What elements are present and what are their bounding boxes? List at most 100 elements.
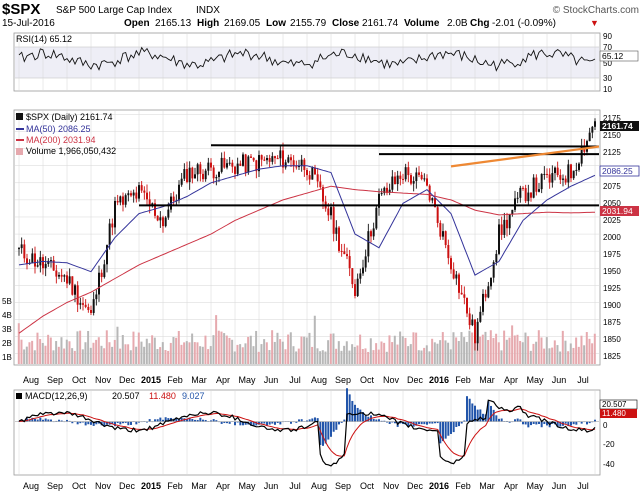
price-tick-2175: 2175: [603, 114, 621, 123]
price-candle-body: [66, 275, 68, 284]
ma50-value-badge-text: 2086.25: [602, 166, 633, 176]
volume-bar: [185, 341, 188, 364]
volume-bar: [281, 341, 284, 364]
price-candle-body: [114, 200, 116, 228]
macd-hist-bar: [530, 421, 532, 426]
macd-hist-bar: [324, 421, 327, 444]
volume-bar: [455, 337, 458, 364]
price-candle-body: [196, 164, 199, 175]
volume-bar: [209, 346, 212, 364]
volume-bar: [31, 340, 34, 364]
macd-hist-bar: [452, 421, 455, 433]
x-axis-label: Apr: [504, 375, 518, 385]
macd-hist-bar: [228, 421, 231, 424]
volume-bar: [489, 330, 492, 364]
price-candle-body: [36, 265, 39, 267]
volume-bar: [572, 347, 575, 364]
price-candle-body: [103, 264, 106, 277]
signal-value-badge-text: 11.480: [602, 409, 626, 418]
price-candle-body: [295, 166, 298, 168]
open-label: Open: [124, 18, 150, 29]
volume-bar: [420, 350, 423, 364]
chg-value: -2.01 (-0.09%): [492, 18, 556, 29]
trendline: [210, 144, 600, 148]
macd-hist-bar: [380, 420, 383, 422]
price-candle-body: [218, 171, 220, 178]
price-candle-body: [386, 187, 388, 193]
volume-bar: [79, 330, 82, 364]
volume-bar: [148, 343, 151, 364]
macd-hist-bar: [215, 420, 218, 422]
price-candle-body: [359, 273, 362, 279]
price-tick-2150: 2150: [603, 131, 621, 140]
exchange: INDX: [196, 5, 220, 16]
price-candle-body: [420, 174, 423, 180]
x-axis-label: Jul: [289, 375, 301, 385]
x-axis-label: Dec: [407, 481, 424, 491]
volume-bar: [484, 331, 487, 364]
price-candle-body: [306, 170, 308, 176]
price-candle-body: [210, 162, 212, 168]
macd-hist-bar: [191, 418, 194, 422]
volume-bar: [199, 346, 202, 364]
volume-bar: [367, 351, 370, 364]
price-candle-body: [372, 228, 375, 237]
price-candle-body: [346, 254, 348, 257]
price-candle-body: [167, 209, 170, 218]
price-candle-body: [546, 173, 548, 175]
volume-bar: [537, 330, 540, 364]
price-candle-body: [332, 207, 335, 234]
macd-hist-bar: [327, 421, 330, 440]
volume-bar: [25, 346, 28, 364]
macd-hist-bar: [148, 419, 151, 422]
x-axis-label: Oct: [360, 375, 375, 385]
macd-hist-bar: [90, 421, 92, 425]
volume-bar: [551, 347, 554, 364]
price-candle-body: [255, 160, 258, 172]
price-candle-body: [484, 293, 487, 298]
price-candle-body: [322, 187, 324, 202]
volume-bar: [247, 336, 250, 364]
macd-hist-bar: [591, 421, 594, 423]
price-tick-1950: 1950: [603, 267, 621, 276]
price-candle-body: [124, 195, 127, 205]
price-value-badge-text: 2161.74: [602, 121, 633, 131]
macd-hist-bar: [495, 415, 498, 422]
price-candle-body: [132, 192, 135, 196]
macd-hist-bar: [98, 421, 100, 424]
price-candle-body: [551, 173, 554, 183]
macd-hist-bar: [95, 421, 98, 425]
macd-hist-bar: [439, 421, 442, 444]
price-candle-body: [71, 276, 74, 295]
volume-bar: [345, 341, 348, 364]
macd-hist-bar: [290, 421, 292, 424]
volume-bar: [225, 335, 228, 364]
price-candle-body: [487, 286, 490, 298]
price-candle-body: [276, 158, 279, 160]
volume-bar: [151, 335, 154, 364]
price-candle-body: [47, 260, 50, 264]
volume-bar: [23, 349, 26, 364]
price-candle-body: [108, 223, 111, 246]
high-value: 2169.05: [224, 18, 261, 29]
price-candle-body: [271, 156, 274, 162]
price-candle-body: [148, 199, 151, 206]
volume-bar: [415, 332, 418, 364]
volume-bar: [399, 331, 402, 364]
volume-bar: [511, 325, 514, 364]
price-candle-body: [527, 192, 530, 202]
price-candle-body: [567, 164, 570, 183]
price-candle-body: [468, 313, 471, 326]
legend-swatch-volume: [16, 148, 23, 155]
price-candle-body: [34, 253, 36, 267]
volume-bar: [196, 342, 199, 364]
price-candle-body: [580, 146, 583, 164]
rsi-value-badge: [599, 50, 639, 62]
volume-bar: [175, 337, 178, 364]
ma200-line: [18, 185, 596, 334]
volume-bar: [436, 343, 439, 364]
price-candle-body: [572, 170, 575, 179]
volume-bar: [201, 346, 204, 364]
price-candle-body: [274, 156, 276, 159]
chg-down-arrow-icon: ▼: [590, 18, 599, 28]
